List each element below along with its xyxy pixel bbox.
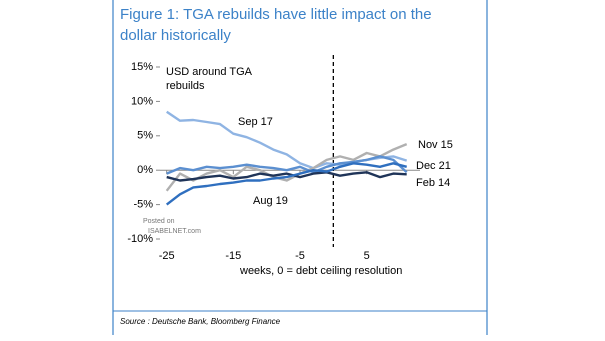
series-label: Nov 15	[418, 139, 453, 151]
watermark: ISABELNET.com	[148, 228, 201, 235]
series-label: Aug 19	[253, 195, 288, 207]
y-tick-label: 15%	[131, 61, 153, 73]
series-label: Dec 21	[416, 160, 451, 172]
x-tick-label: -25	[159, 250, 175, 262]
x-axis-label: weeks, 0 = debt ceiling resolution	[239, 265, 402, 277]
x-tick-label: -5	[295, 250, 305, 262]
y-tick-label: 0%	[137, 164, 153, 176]
series-line	[166, 155, 408, 175]
source: Source : Deutsche Bank, Bloomberg Financ…	[120, 317, 281, 326]
series-line	[165, 162, 408, 206]
y-tick-label: 10%	[131, 95, 153, 107]
chart-title: Figure 1: TGA rebuilds have little impac…	[120, 6, 432, 44]
watermark: Posted on	[143, 218, 175, 225]
y-tick-label: -10%	[127, 233, 153, 245]
x-tick-label: -15	[225, 250, 241, 262]
y-tick-label: 5%	[137, 130, 153, 142]
x-tick-label: 5	[364, 250, 370, 262]
series-label: Feb 14	[416, 177, 450, 189]
series-line	[165, 142, 408, 192]
series-label: Sep 17	[238, 116, 273, 128]
annotation: USD around TGA rebuilds	[166, 66, 253, 92]
series-line	[166, 171, 407, 182]
y-tick-label: -5%	[133, 199, 153, 211]
